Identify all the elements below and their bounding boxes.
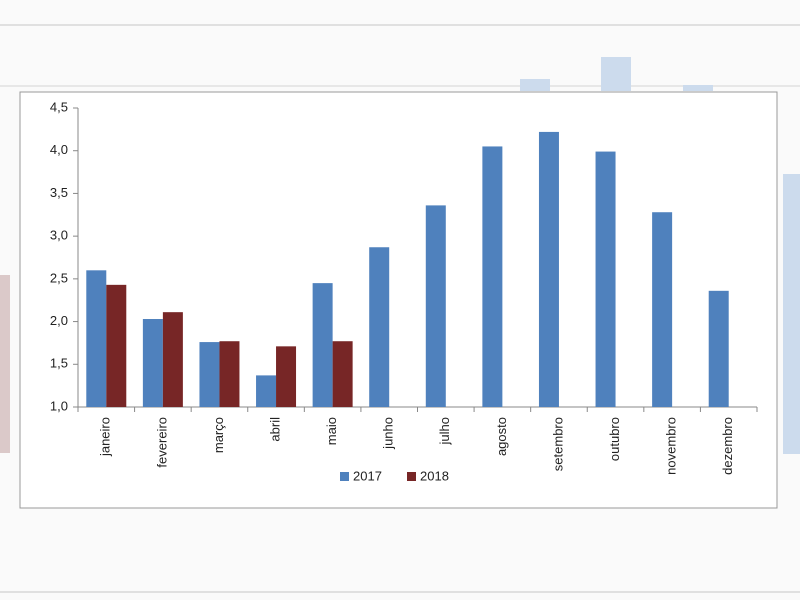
bar bbox=[369, 247, 390, 407]
y-tick-label: 4,0 bbox=[50, 142, 68, 157]
y-tick-label: 4,5 bbox=[50, 99, 68, 114]
x-tick-label: dezembro bbox=[720, 417, 735, 475]
plot: 1,0 1,5 2,0 2,5 3,0 3,5 4,0 4,5 janeiro fevereiro… bbox=[50, 99, 758, 483]
bar bbox=[256, 375, 277, 407]
bar bbox=[312, 283, 333, 407]
x-tick-label: julho bbox=[437, 417, 452, 445]
y-tick-label: 3,5 bbox=[50, 185, 68, 200]
bar bbox=[219, 341, 240, 407]
background-bar bbox=[520, 79, 550, 91]
legend-swatch bbox=[407, 472, 416, 481]
bar bbox=[482, 146, 503, 407]
x-tick-label: setembro bbox=[550, 417, 565, 471]
legend-label: 2017 bbox=[353, 468, 382, 483]
y-tick-label: 2,5 bbox=[50, 270, 68, 285]
chart-frame bbox=[19, 91, 778, 509]
bar bbox=[595, 151, 616, 407]
legend-label: 2018 bbox=[420, 468, 449, 483]
y-tick-label: 1,5 bbox=[50, 356, 68, 371]
background-bar bbox=[683, 85, 713, 91]
bar bbox=[332, 341, 353, 407]
background-bar bbox=[601, 57, 631, 91]
y-tick-label: 3,0 bbox=[50, 228, 68, 243]
x-tick-label: fevereiro bbox=[154, 417, 169, 468]
bar bbox=[538, 131, 559, 408]
x-tick-label: março bbox=[211, 417, 226, 453]
y-tick-label: 2,0 bbox=[50, 313, 68, 328]
x-tick-label: abril bbox=[267, 417, 282, 442]
x-tick-label: junho bbox=[381, 417, 396, 450]
x-tick-label: janeiro bbox=[98, 417, 113, 457]
bar bbox=[106, 284, 127, 407]
bar bbox=[86, 270, 107, 407]
bar bbox=[652, 212, 673, 407]
bar bbox=[199, 342, 220, 407]
x-tick-label: novembro bbox=[664, 417, 679, 475]
y-tick-label: 1,0 bbox=[50, 398, 68, 413]
bar bbox=[162, 312, 183, 407]
x-tick-label: outubro bbox=[607, 417, 622, 461]
x-tick-label: agosto bbox=[494, 417, 509, 456]
background-bar bbox=[783, 174, 800, 454]
legend-swatch bbox=[340, 472, 349, 481]
x-tick-label: maio bbox=[324, 417, 339, 445]
bar bbox=[276, 346, 297, 407]
bar bbox=[708, 290, 729, 407]
bar bbox=[142, 319, 163, 407]
background-bar bbox=[0, 275, 10, 453]
bar bbox=[425, 205, 446, 407]
